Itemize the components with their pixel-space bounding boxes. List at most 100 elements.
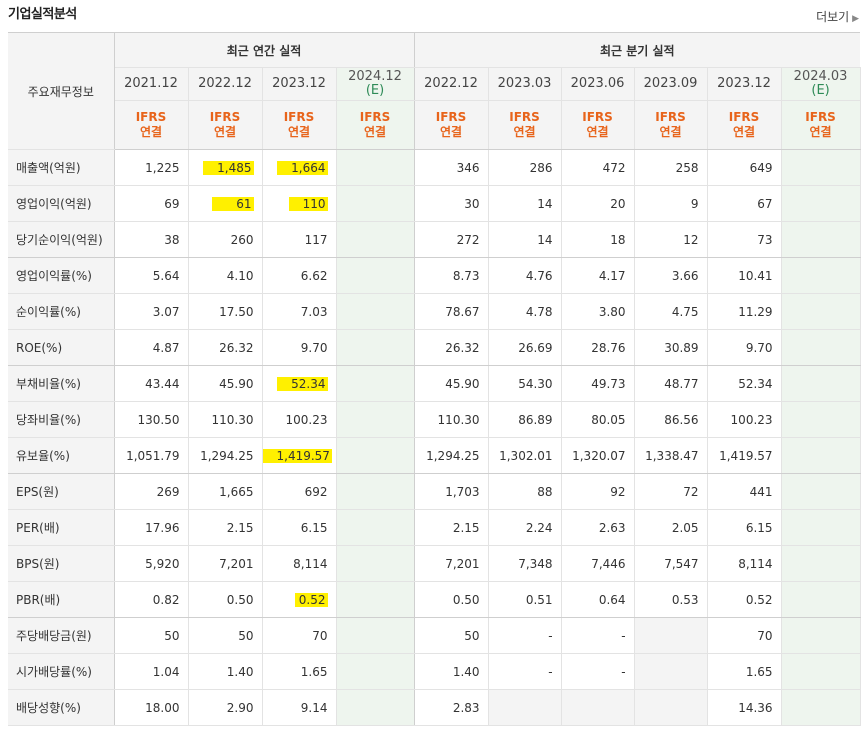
table-cell: 49.73 — [561, 365, 635, 402]
table-cell: 6.62 — [262, 257, 337, 294]
table-cell: 3.07 — [114, 293, 189, 330]
table-cell: 18 — [561, 221, 635, 258]
table-row: 배당성향(%) 18.00 2.90 9.14 2.83 14.36 — [8, 689, 861, 726]
table-cell — [336, 473, 415, 510]
ifrs-header: IFRS 연결 — [561, 100, 635, 150]
chevron-right-icon: ▶ — [849, 14, 859, 24]
table-cell — [781, 149, 861, 186]
table-cell — [336, 185, 415, 222]
table-cell: 70 — [707, 617, 782, 654]
table-cell: 30 — [414, 185, 489, 222]
period-label: 2024.12 — [348, 69, 402, 84]
table-cell: 1,485 — [188, 149, 263, 186]
table-cell: 8,114 — [707, 545, 782, 582]
table-cell — [781, 293, 861, 330]
table-cell — [336, 149, 415, 186]
table-cell: 4.10 — [188, 257, 263, 294]
table-cell: 2.63 — [561, 509, 635, 546]
table-cell — [336, 689, 415, 726]
consolidated-label: 연결 — [586, 125, 609, 139]
table-cell: 260 — [188, 221, 263, 258]
table-cell: - — [488, 617, 562, 654]
ifrs-header: IFRS 연결 — [414, 100, 489, 150]
consolidated-label: 연결 — [139, 125, 163, 139]
table-row: 주당배당금(원) 50 50 70 50- -70 — [8, 617, 861, 654]
table-cell: 7.03 — [262, 293, 337, 330]
ifrs-header: IFRS 연결 — [188, 100, 263, 150]
table-cell: - — [561, 653, 635, 690]
ifrs-header: IFRS 연결 — [336, 100, 415, 150]
table-cell — [634, 653, 708, 690]
table-cell — [781, 581, 861, 618]
table-cell: 1.40 — [188, 653, 263, 690]
period-label: 2022.12 — [198, 76, 252, 91]
row-label: PER(배) — [8, 509, 115, 546]
more-link[interactable]: 더보기 ▶ — [816, 8, 859, 25]
ifrs-label: IFRS — [435, 110, 467, 124]
table-row: 당기순이익(억원) 38 260 117 272 14 18 12 73 — [8, 221, 861, 258]
table-cell: 100.23 — [262, 401, 337, 438]
table-cell: 9.14 — [262, 689, 337, 726]
page-title: 기업실적분석 — [8, 7, 77, 22]
table-cell: 9 — [634, 185, 708, 222]
table-cell: 0.50 — [414, 581, 489, 618]
table-cell: 17.50 — [188, 293, 263, 330]
ifrs-label: IFRS — [135, 110, 167, 124]
table-cell: 8,114 — [262, 545, 337, 582]
table-row: BPS(원) 5,920 7,201 8,114 7,201 7,348 7,446 7,54… — [8, 545, 861, 582]
table-cell — [781, 689, 861, 726]
ifrs-header: IFRS 연결 — [707, 100, 782, 150]
table-row: 부채비율(%) 43.44 45.90 52.34 45.90 54.30 49.73 48.… — [8, 365, 861, 402]
table-cell: 67 — [707, 185, 782, 222]
table-cell: 472 — [561, 149, 635, 186]
table-cell: 1,320.07 — [561, 437, 635, 474]
table-cell: 45.90 — [414, 365, 489, 402]
table-cell: 10.41 — [707, 257, 782, 294]
row-label: 부채비율(%) — [8, 365, 115, 402]
highlighted-value: 1,485 — [203, 160, 254, 175]
table-cell: 110.30 — [188, 401, 263, 438]
table-row: 순이익률(%) 3.07 17.50 7.03 78.67 4.78 3.80 4.75 11.… — [8, 293, 861, 330]
table-cell: 17.96 — [114, 509, 189, 546]
table-cell: - — [561, 617, 635, 654]
table-cell: 9.70 — [707, 329, 782, 366]
ifrs-label: IFRS — [509, 110, 540, 124]
table-cell: 4.76 — [488, 257, 562, 294]
table-cell — [781, 221, 861, 258]
table-cell — [781, 437, 861, 474]
table-cell: 43.44 — [114, 365, 189, 402]
table-cell: 7,446 — [561, 545, 635, 582]
table-cell: 2.15 — [188, 509, 263, 546]
ifrs-header: IFRS 연결 — [488, 100, 562, 150]
table-cell — [336, 329, 415, 366]
table-cell: 8.73 — [414, 257, 489, 294]
table-cell: 1,664 — [262, 149, 337, 186]
table-cell — [336, 401, 415, 438]
table-cell: 1,338.47 — [634, 437, 708, 474]
ifrs-label: IFRS — [283, 110, 315, 124]
table-cell: 78.67 — [414, 293, 489, 330]
table-cell: 0.52 — [262, 581, 337, 618]
period-label: 2023.12 — [272, 76, 326, 91]
table-cell: 1,051.79 — [114, 437, 189, 474]
table-cell: 2.15 — [414, 509, 489, 546]
row-label: BPS(원) — [8, 545, 115, 582]
estimate-mark: (E) — [811, 83, 830, 98]
table-cell: 1.40 — [414, 653, 489, 690]
table-cell: 1.65 — [707, 653, 782, 690]
row-label: 배당성향(%) — [8, 689, 115, 726]
table-cell: 92 — [561, 473, 635, 510]
table-cell: 3.80 — [561, 293, 635, 330]
table-cell: 2.83 — [414, 689, 489, 726]
period-header: 2023.09 — [634, 67, 708, 101]
table-cell: 54.30 — [488, 365, 562, 402]
period-header: 2024.12 (E) — [336, 67, 415, 101]
table-cell: 80.05 — [561, 401, 635, 438]
ifrs-label: IFRS — [209, 110, 241, 124]
ifrs-header: IFRS 연결 — [634, 100, 708, 150]
ifrs-label: IFRS — [582, 110, 613, 124]
row-label: 순이익률(%) — [8, 293, 115, 330]
row-label: 영업이익률(%) — [8, 257, 115, 294]
ifrs-label: IFRS — [359, 110, 391, 124]
annual-group-header: 최근 연간 실적 — [114, 32, 415, 68]
